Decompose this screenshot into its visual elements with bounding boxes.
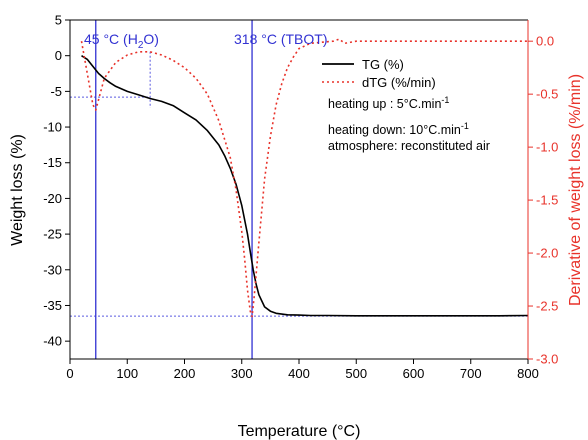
annotation-heating-down: heating down: 10°C.min-1 <box>328 121 469 137</box>
x-tick-label: 100 <box>116 366 138 381</box>
x-tick-label: 600 <box>403 366 425 381</box>
y-left-tick-label: -25 <box>43 227 62 242</box>
x-tick-label: 0 <box>66 366 73 381</box>
legend-tg-label: TG (%) <box>362 57 404 72</box>
y-left-tick-label: -30 <box>43 262 62 277</box>
annotation-atmosphere: atmosphere: reconstituted air <box>328 139 490 153</box>
x-axis-title: Temperature (°C) <box>238 423 361 440</box>
annotation-heating-up: heating up : 5°C.min-1 <box>328 95 449 111</box>
y-axis-right-title: Derivative of weight loss (%/min) <box>567 74 584 306</box>
y-right-tick-label: -0.5 <box>536 87 558 102</box>
y-axis-left-title: Weight loss (%) <box>9 134 26 246</box>
y-right-tick-label: -3.0 <box>536 352 558 367</box>
y-right-tick-label: 0.0 <box>536 34 554 49</box>
marker-label-water: 45 °C (H2O) <box>84 31 159 51</box>
y-right-ticks: 0.0 -0.5 -1.0 -1.5 -2.0 -2.5 -3.0 <box>528 34 558 367</box>
y-left-tick-label: -40 <box>43 334 62 349</box>
y-right-tick-label: -1.5 <box>536 193 558 208</box>
y-left-ticks: 5 0 -5 -10 -15 -20 -25 -30 -35 -40 <box>43 13 70 349</box>
tg-series-line <box>81 55 529 317</box>
x-tick-label: 700 <box>460 366 482 381</box>
dtg-series-line <box>80 38 528 318</box>
x-tick-label: 300 <box>231 366 253 381</box>
y-left-tick-label: -20 <box>43 191 62 206</box>
x-tick-label: 800 <box>517 366 539 381</box>
y-right-tick-label: -2.0 <box>536 246 558 261</box>
y-right-tick-label: -2.5 <box>536 299 558 314</box>
y-left-tick-label: -10 <box>43 120 62 135</box>
y-left-tick-label: 0 <box>55 48 62 63</box>
y-left-tick-label: -15 <box>43 155 62 170</box>
legend-dtg-label: dTG (%/min) <box>362 75 436 90</box>
y-left-tick-label: 5 <box>55 13 62 28</box>
y-left-tick-label: -5 <box>50 84 62 99</box>
x-tick-label: 500 <box>345 366 367 381</box>
y-right-tick-label: -1.0 <box>536 140 558 155</box>
guide-lines <box>70 51 528 317</box>
marker-lines <box>95 20 253 359</box>
marker-label-tbot: 318 °C (TBOT) <box>234 31 328 47</box>
legend: TG (%) dTG (%/min) <box>322 57 436 90</box>
x-tick-label: 200 <box>174 366 196 381</box>
x-ticks: 0 100 200 300 400 500 600 700 800 <box>66 359 539 381</box>
series-lines <box>80 38 529 318</box>
y-left-tick-label: -35 <box>43 298 62 313</box>
x-tick-label: 400 <box>288 366 310 381</box>
